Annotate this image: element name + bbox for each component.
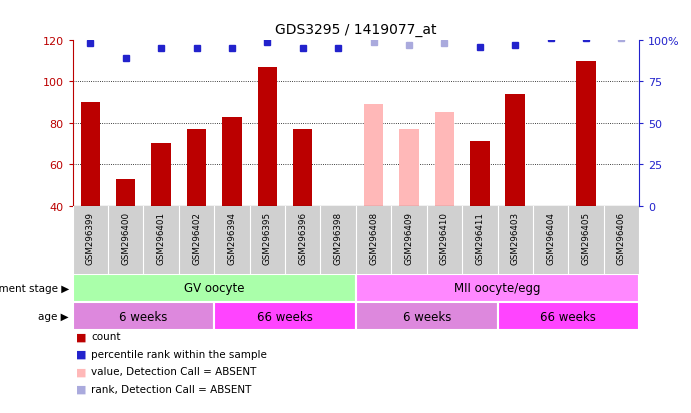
Text: count: count bbox=[91, 332, 121, 342]
Bar bbox=[151, 144, 171, 206]
Title: GDS3295 / 1419077_at: GDS3295 / 1419077_at bbox=[275, 23, 437, 37]
Text: GSM296394: GSM296394 bbox=[227, 211, 236, 264]
Bar bbox=[214, 302, 356, 330]
Bar bbox=[356, 274, 639, 302]
Text: ■: ■ bbox=[76, 384, 86, 394]
Bar bbox=[116, 179, 135, 206]
Text: GSM296405: GSM296405 bbox=[582, 211, 591, 265]
Text: rank, Detection Call = ABSENT: rank, Detection Call = ABSENT bbox=[91, 384, 252, 394]
Bar bbox=[364, 105, 384, 206]
Text: GSM296410: GSM296410 bbox=[440, 211, 449, 264]
Bar bbox=[498, 302, 639, 330]
Bar bbox=[81, 103, 100, 206]
Text: GSM296411: GSM296411 bbox=[475, 211, 484, 264]
Bar bbox=[435, 113, 454, 206]
Text: GSM296403: GSM296403 bbox=[511, 211, 520, 265]
Text: ■: ■ bbox=[76, 332, 86, 342]
Bar bbox=[576, 62, 596, 206]
Text: GSM296396: GSM296396 bbox=[299, 211, 307, 264]
Text: GSM296406: GSM296406 bbox=[617, 211, 626, 264]
Text: 66 weeks: 66 weeks bbox=[540, 310, 596, 323]
Text: GSM296398: GSM296398 bbox=[334, 211, 343, 265]
Bar bbox=[258, 68, 277, 206]
Text: GSM296409: GSM296409 bbox=[404, 211, 413, 264]
Bar bbox=[470, 142, 489, 206]
Bar bbox=[73, 274, 356, 302]
Text: value, Detection Call = ABSENT: value, Detection Call = ABSENT bbox=[91, 366, 256, 376]
Bar bbox=[223, 117, 242, 206]
Text: 6 weeks: 6 weeks bbox=[119, 310, 168, 323]
Text: ■: ■ bbox=[76, 349, 86, 359]
Text: age ▶: age ▶ bbox=[39, 311, 69, 321]
Text: GSM296402: GSM296402 bbox=[192, 211, 201, 264]
Bar bbox=[73, 302, 214, 330]
Text: GSM296395: GSM296395 bbox=[263, 211, 272, 265]
Text: 66 weeks: 66 weeks bbox=[257, 310, 313, 323]
Text: ■: ■ bbox=[76, 366, 86, 376]
Text: GSM296400: GSM296400 bbox=[121, 211, 130, 265]
Text: MII oocyte/egg: MII oocyte/egg bbox=[454, 282, 541, 295]
Text: percentile rank within the sample: percentile rank within the sample bbox=[91, 349, 267, 359]
Bar bbox=[399, 130, 419, 206]
Bar bbox=[356, 302, 498, 330]
Bar bbox=[506, 95, 525, 206]
Bar bbox=[187, 130, 206, 206]
Text: GV oocyte: GV oocyte bbox=[184, 282, 245, 295]
Bar bbox=[293, 130, 312, 206]
Text: GSM296399: GSM296399 bbox=[86, 211, 95, 264]
Text: 6 weeks: 6 weeks bbox=[402, 310, 451, 323]
Text: development stage ▶: development stage ▶ bbox=[0, 283, 69, 293]
Text: GSM296404: GSM296404 bbox=[546, 211, 555, 264]
Text: GSM296401: GSM296401 bbox=[157, 211, 166, 264]
Text: GSM296408: GSM296408 bbox=[369, 211, 378, 265]
